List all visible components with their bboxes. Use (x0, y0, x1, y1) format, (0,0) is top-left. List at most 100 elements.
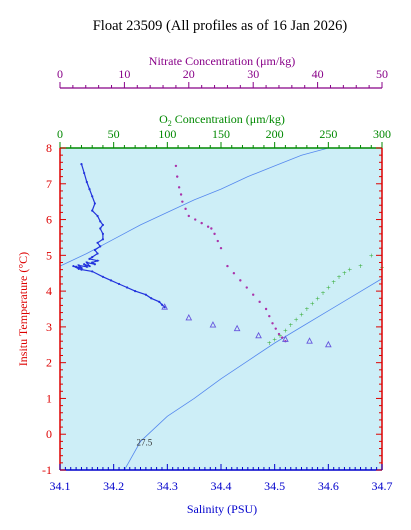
oxygen-point: + (272, 336, 277, 343)
oxygen-point: + (369, 252, 374, 259)
oxygen-point: + (304, 306, 309, 313)
nitrate-point (174, 164, 178, 168)
ts-profile-point (96, 214, 99, 218)
nitrate-point (210, 227, 213, 230)
oxygen-point: + (310, 301, 315, 308)
chart-title: Float 23509 (All profiles as of 16 Jan 2… (93, 18, 348, 34)
nitrate-point (216, 239, 219, 243)
ts-profile-point (77, 267, 80, 271)
salinity-tick-label: 34.2 (103, 479, 124, 493)
nitrate-point (179, 193, 183, 196)
nitrate-point (252, 293, 255, 296)
ts-marker (306, 337, 313, 344)
ts-profile-point (91, 256, 94, 259)
oxygen-tick-label: 200 (266, 127, 284, 141)
ts-profile-point (101, 223, 105, 227)
nitrate-point (176, 175, 179, 178)
oxygen-point: + (320, 290, 325, 297)
salinity-tick-label: 34.6 (318, 479, 339, 493)
isopycnal-label: 27.5 (137, 437, 153, 447)
nitrate-tick-label: 20 (183, 67, 195, 81)
ts-profile-point (96, 259, 99, 262)
temperature-tick-label: 5 (46, 248, 52, 262)
ts-profile-point (93, 263, 96, 266)
temperature-tick-label: 4 (46, 284, 52, 298)
nitrate-point (177, 186, 181, 189)
oxygen-point: + (288, 322, 293, 329)
ts-profile-point (91, 209, 94, 212)
nitrate-point (277, 332, 281, 336)
nitrate-point (268, 314, 271, 318)
nitrate-point (187, 214, 190, 218)
oxygen-point: + (326, 285, 331, 292)
salinity-tick-label: 34.1 (50, 479, 71, 493)
ts-profile-point (85, 261, 88, 264)
ts-profile-point (125, 286, 129, 289)
temperature-tick-label: 8 (46, 141, 52, 155)
ts-profile-point (72, 264, 75, 268)
ts-marker (161, 303, 168, 310)
isopycnal-lines: 27.5 (59, 147, 383, 471)
oxygen-tick-label: 50 (108, 127, 120, 141)
nitrate-point (245, 286, 248, 289)
ts-profile-point (101, 238, 105, 241)
ts-profile-point (101, 232, 105, 235)
oxygen-point: + (299, 311, 304, 318)
ts-profile-point (85, 265, 88, 268)
ts-profile-point (88, 188, 91, 191)
ts-profile-point (80, 266, 83, 269)
ts-profile-point (158, 300, 161, 303)
ts-marker (282, 335, 289, 342)
nitrate-point (200, 221, 203, 225)
nitrate-axis-label: Nitrate Concentration (μm/kg) (149, 54, 295, 68)
nitrate-point (258, 300, 261, 304)
oxygen-point: + (342, 270, 347, 277)
oxygen-tick-label: 150 (212, 127, 230, 141)
ts-profile-point (163, 306, 166, 309)
ts-profile-point (117, 282, 121, 286)
oxygen-tick-label: 0 (57, 127, 63, 141)
oxygen-point: + (267, 340, 272, 347)
oxygen-label-rest: Concentration (μm/kg) (172, 112, 285, 126)
ts-profile-point (75, 265, 78, 268)
nitrate-point (206, 225, 210, 228)
oxygen-point: + (278, 333, 283, 340)
nitrate-tick-label: 30 (247, 67, 259, 81)
ts-marker (209, 321, 217, 328)
ts-profile-point (99, 227, 102, 230)
temperature-tick-label: -1 (42, 463, 52, 477)
ts-profile-point (96, 241, 99, 244)
salinity-tick-label: 34.3 (157, 479, 178, 493)
temperature-axis-label: Insitu Temperature (°C) (16, 252, 30, 366)
ts-profile (72, 163, 166, 309)
ts-profile-point (109, 279, 113, 282)
temperature-tick-label: 1 (46, 391, 52, 405)
nitrate-point (181, 200, 184, 203)
nitrate-point (239, 279, 242, 282)
oxygen-label-sub: 2 (168, 119, 172, 128)
ts-profile-point (134, 290, 137, 293)
ts-profile-point (101, 275, 105, 278)
ts-profile-point (91, 195, 94, 198)
nitrate-point (184, 207, 187, 211)
ts-marker (324, 340, 332, 348)
ts-profile-point (88, 264, 91, 268)
oxygen-point: + (358, 263, 363, 270)
temperature-tick-label: 0 (46, 427, 52, 441)
ts-profile-point (160, 303, 164, 306)
ts-profile-point (144, 293, 147, 296)
oxygen-point: + (315, 295, 320, 302)
ts-markers (161, 303, 332, 348)
nitrate-point (219, 246, 223, 250)
temperature-tick-label: 7 (46, 177, 52, 191)
temperature-tick-label: 6 (46, 213, 52, 227)
oxygen-point: + (337, 274, 342, 281)
nitrate-point (194, 218, 197, 221)
nitrate-points (174, 164, 287, 343)
ts-profile-point (91, 270, 94, 273)
ts-profile-point (99, 220, 102, 223)
ts-marker (255, 331, 262, 339)
nitrate-tick-label: 0 (57, 67, 63, 81)
oxygen-tick-label: 250 (319, 127, 337, 141)
